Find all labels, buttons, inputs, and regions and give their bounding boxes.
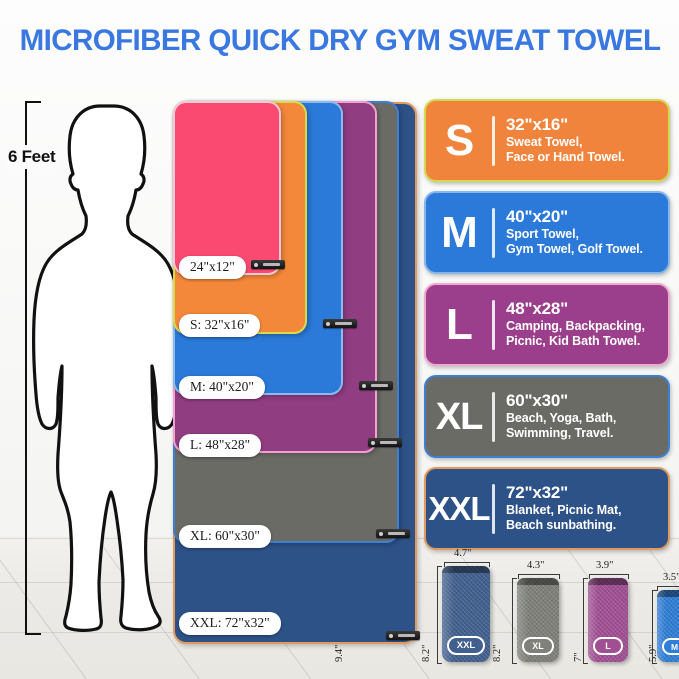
towel-label-xs: 24"x12" <box>179 256 246 279</box>
towel-label-l: L: 48"x28" <box>179 434 262 457</box>
towel-layer-xs[interactable] <box>173 101 281 275</box>
towel-tag-xl <box>376 529 410 538</box>
size-card-desc2-xl: Swimming, Travel. <box>506 426 614 441</box>
size-card-desc1-xxl: Blanket, Picnic Mat, <box>506 502 622 517</box>
pouch-xxl[interactable]: 4.7" 9.4" XXL <box>334 548 490 664</box>
size-card-desc2-m: Gym Towel, Golf Towel. <box>506 242 643 257</box>
towel-label-s: S: 32"x16" <box>179 314 261 337</box>
towel-tag-l <box>368 438 402 447</box>
towel-tag-xxl <box>386 631 420 640</box>
size-card-list: S 32"x16" Sweat Towel, Face or Hand Towe… <box>424 99 670 559</box>
size-card-desc1-l: Camping, Backpacking, <box>506 318 645 333</box>
size-card-xl[interactable]: XL 60"x30" Beach, Yoga, Bath, Swimming, … <box>424 375 670 458</box>
pouch-badge-m: M <box>661 638 679 655</box>
size-card-desc2-s: Face or Hand Towel. <box>506 150 625 165</box>
card-divider <box>492 299 495 350</box>
towel-label-xxl: XXL: 72"x32" <box>179 612 281 635</box>
size-card-l[interactable]: L 48"x28" Camping, Backpacking, Picnic, … <box>424 283 670 366</box>
towel-label-xl: XL: 60"x30" <box>179 525 271 548</box>
pouch-l[interactable]: 3.9" 8.2" L <box>492 560 629 664</box>
pouch-width-m: 3.5" <box>663 572 679 583</box>
pouch-badge-l: L <box>593 637 623 655</box>
size-card-letter-xxl: XXL <box>428 490 490 527</box>
pouch-xl[interactable]: 4.3" 8.2" XL <box>421 560 560 664</box>
towel-tag-xs <box>251 260 285 269</box>
pouch-badge-xl: XL <box>522 637 554 655</box>
page-title: MICROFIBER QUICK DRY GYM SWEAT TOWEL <box>19 24 661 57</box>
height-ruler <box>20 101 41 635</box>
size-card-desc2-l: Picnic, Kid Bath Towel. <box>506 334 641 349</box>
size-card-desc1-s: Sweat Towel, <box>506 134 583 149</box>
card-divider <box>492 391 495 442</box>
towel-tag-m <box>359 381 393 390</box>
card-divider <box>492 207 495 258</box>
height-label: 6 Feet <box>4 145 60 169</box>
size-card-letter-s: S <box>444 115 474 165</box>
pouch-width-xxl: 4.7" <box>454 548 472 559</box>
pouch-height-xxl: 9.4" <box>334 644 345 662</box>
size-card-desc2-xxl: Beach sunbathing. <box>506 518 617 533</box>
pouch-width-l: 3.9" <box>596 560 614 571</box>
towel-stack: 24"x12" S: 32"x16" M: 40"x20" L: 48"x28"… <box>173 100 420 644</box>
size-card-dimension-s: 32"x16" <box>506 115 568 135</box>
size-card-dimension-xl: 60"x30" <box>506 391 568 411</box>
size-card-letter-xl: XL <box>435 395 484 438</box>
size-card-dimension-l: 48"x28" <box>506 299 568 319</box>
pouch-height-m: 7" <box>573 652 584 662</box>
card-divider <box>492 483 495 534</box>
size-card-letter-l: L <box>446 299 473 349</box>
pouch-m[interactable]: 3.5" 7" M <box>573 572 679 664</box>
size-card-dimension-xxl: 72"x32" <box>506 483 568 503</box>
towel-label-m: M: 40"x20" <box>179 376 265 399</box>
pouch-row: 4.7" 9.4" XXL 4.3" 8.2" XL 3.9" 8.2" <box>334 528 679 668</box>
size-card-desc1-xl: Beach, Yoga, Bath, <box>506 410 617 425</box>
pouch-badge-xxl: XXL <box>447 636 485 655</box>
pouch-height-l: 8.2" <box>492 644 503 662</box>
size-card-letter-m: M <box>441 207 478 257</box>
towel-tag-s <box>323 319 357 328</box>
size-card-desc1-m: Sport Towel, <box>506 226 579 241</box>
pouch-height-s: 5.9" <box>648 644 659 662</box>
size-card-m[interactable]: M 40"x20" Sport Towel, Gym Towel, Golf T… <box>424 191 670 274</box>
size-card-dimension-m: 40"x20" <box>506 207 568 227</box>
size-card-xxl[interactable]: XXL 72"x32" Blanket, Picnic Mat, Beach s… <box>424 467 670 550</box>
pouch-width-xl: 4.3" <box>527 560 545 571</box>
size-card-s[interactable]: S 32"x16" Sweat Towel, Face or Hand Towe… <box>424 99 670 182</box>
human-silhouette-icon <box>26 98 186 638</box>
card-divider <box>492 115 495 166</box>
